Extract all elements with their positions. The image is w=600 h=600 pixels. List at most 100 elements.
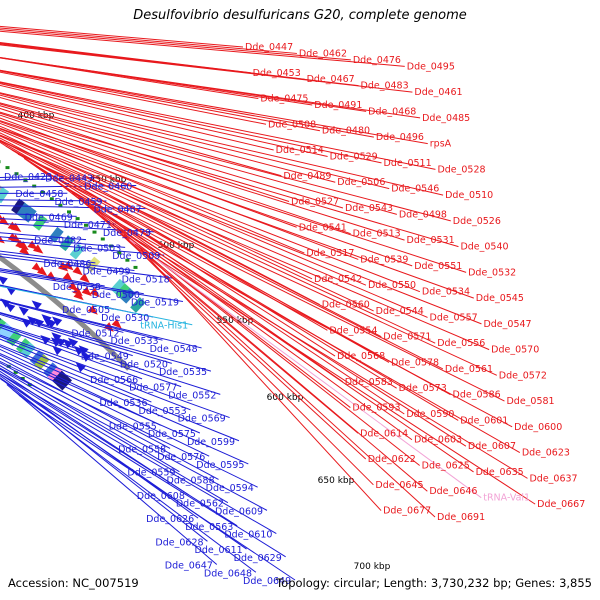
reverse-gene-arrow xyxy=(4,302,16,313)
forward-leader-line xyxy=(0,102,451,222)
forward-gene-label: Dde_0578 xyxy=(391,357,439,368)
forward-leader-line xyxy=(0,96,282,177)
forward-leader-line xyxy=(0,81,382,164)
forward-leader-line xyxy=(0,128,421,293)
inner-ring-marker xyxy=(13,370,18,374)
reverse-leader-line xyxy=(0,334,230,419)
forward-gene-label: Dde_0556 xyxy=(437,338,485,349)
forward-gene-label: Dde_0554 xyxy=(329,325,377,336)
forward-gene-label: Dde_0517 xyxy=(306,248,354,259)
forward-gene-label: Dde_0489 xyxy=(283,171,331,182)
forward-gene-label: Dde_0461 xyxy=(414,87,462,98)
forward-gene-label: Dde_0583 xyxy=(345,377,393,388)
reverse-gene-label: Dde_0648 xyxy=(204,568,252,579)
reverse-gene-label: Dde_0576 xyxy=(157,452,205,463)
forward-leader-line xyxy=(106,219,474,473)
reverse-gene-label: Dde_0423 xyxy=(4,172,52,183)
forward-gene-label: Dde_0495 xyxy=(407,61,455,72)
outer-ring-marker xyxy=(117,251,122,255)
reverse-gene-label: Dde_0505 xyxy=(62,305,110,316)
forward-gene-label: Dde_0526 xyxy=(453,216,501,227)
reverse-leader-line xyxy=(0,373,277,535)
outer-ring-marker xyxy=(67,210,71,214)
reverse-gene-label: Dde_0575 xyxy=(148,429,196,440)
scale-label: 650 kbp xyxy=(318,476,355,486)
scale-label: 600 kbp xyxy=(267,393,304,403)
forward-leader-line xyxy=(0,81,436,170)
forward-leader-line xyxy=(65,187,513,428)
forward-leader-line xyxy=(0,111,459,248)
outer-ring-marker xyxy=(133,265,138,269)
forward-leader-line xyxy=(134,243,536,505)
forward-leader-line xyxy=(89,205,521,454)
forward-gene-label: Dde_0529 xyxy=(330,151,378,162)
forward-leader-line xyxy=(140,248,382,511)
forward-leader-line xyxy=(117,229,374,486)
reverse-leader-line xyxy=(0,378,286,558)
forward-gene-arrow xyxy=(63,260,74,271)
scale-label: 500 kbp xyxy=(158,241,195,251)
reverse-gene-label: Dde_0649 xyxy=(243,576,291,587)
outer-category-block xyxy=(11,198,26,215)
forward-gene-arrow xyxy=(89,287,100,298)
forward-gene-label: Dde_0667 xyxy=(537,499,585,510)
reverse-gene-label: Dde_0459 xyxy=(54,197,102,208)
reverse-gene-label: Dde_0458 xyxy=(15,189,63,200)
forward-gene-label: Dde_0514 xyxy=(276,145,324,156)
reverse-leader-line xyxy=(6,384,218,565)
reverse-gene-label: Dde_0558 xyxy=(118,444,166,455)
forward-gene-label: Dde_0646 xyxy=(429,486,477,497)
forward-gene-arrow xyxy=(62,272,73,282)
forward-gene-label: Dde_0532 xyxy=(468,267,516,278)
reverse-gene-arrow xyxy=(31,300,42,310)
forward-leader-line xyxy=(0,71,267,125)
reverse-leader-line xyxy=(0,192,68,194)
reverse-leader-line xyxy=(0,199,107,202)
inner-ring-marker xyxy=(27,383,32,387)
reverse-leader-line xyxy=(0,338,152,403)
forward-gene-label: tRNA-Val1 xyxy=(483,493,530,504)
forward-leader-line xyxy=(0,94,336,183)
forward-gene-arrow xyxy=(87,305,98,315)
forward-gene-label: Dde_0573 xyxy=(399,383,447,394)
forward-leader-line xyxy=(0,139,382,338)
forward-gene-label: Dde_0476 xyxy=(353,55,401,66)
inner-category-block xyxy=(16,338,32,355)
reverse-gene-label: Dde_0460 xyxy=(84,181,132,192)
outer-ring-marker xyxy=(14,172,19,176)
forward-leader-line xyxy=(123,234,428,492)
forward-gene-label: Dde_0568 xyxy=(337,351,385,362)
outer-ring-marker xyxy=(100,237,105,241)
outer-category-block xyxy=(48,226,64,243)
reverse-leader-line xyxy=(0,177,98,181)
forward-gene-label: Dde_0468 xyxy=(368,106,416,117)
reverse-gene-arrow xyxy=(33,317,45,328)
reverse-leader-line xyxy=(0,250,96,264)
forward-leader-line xyxy=(0,103,397,215)
reverse-leader-line xyxy=(0,184,137,188)
forward-gene-label: Dde_0590 xyxy=(406,409,454,420)
reverse-leader-line xyxy=(0,353,249,465)
accession-text: Accession: NC_007519 xyxy=(8,576,139,590)
forward-leader-line xyxy=(11,149,444,370)
reverse-leader-line xyxy=(18,394,296,581)
forward-leader-line xyxy=(0,70,321,132)
reverse-gene-label: Dde_0569 xyxy=(178,414,226,425)
forward-gene-label: Dde_0545 xyxy=(476,293,524,304)
reverse-gene-label: Dde_0611 xyxy=(195,545,243,556)
forward-gene-label: Dde_0586 xyxy=(453,390,501,401)
reverse-gene-arrow xyxy=(62,338,73,349)
forward-leader-line xyxy=(129,238,482,499)
reverse-gene-label: Dde_0469 xyxy=(25,212,73,223)
reverse-leader-line xyxy=(0,299,163,341)
reverse-gene-label: Dde_0562 xyxy=(176,499,224,510)
forward-gene-label: Dde_0546 xyxy=(391,184,439,195)
forward-gene-label: Dde_0527 xyxy=(291,197,339,208)
reverse-leader-line xyxy=(0,253,135,272)
forward-gene-label: Dde_0561 xyxy=(445,364,493,375)
forward-gene-arrow xyxy=(72,265,83,276)
reverse-gene-label: Dde_0518 xyxy=(122,274,170,285)
forward-gene-arrow xyxy=(31,262,43,272)
